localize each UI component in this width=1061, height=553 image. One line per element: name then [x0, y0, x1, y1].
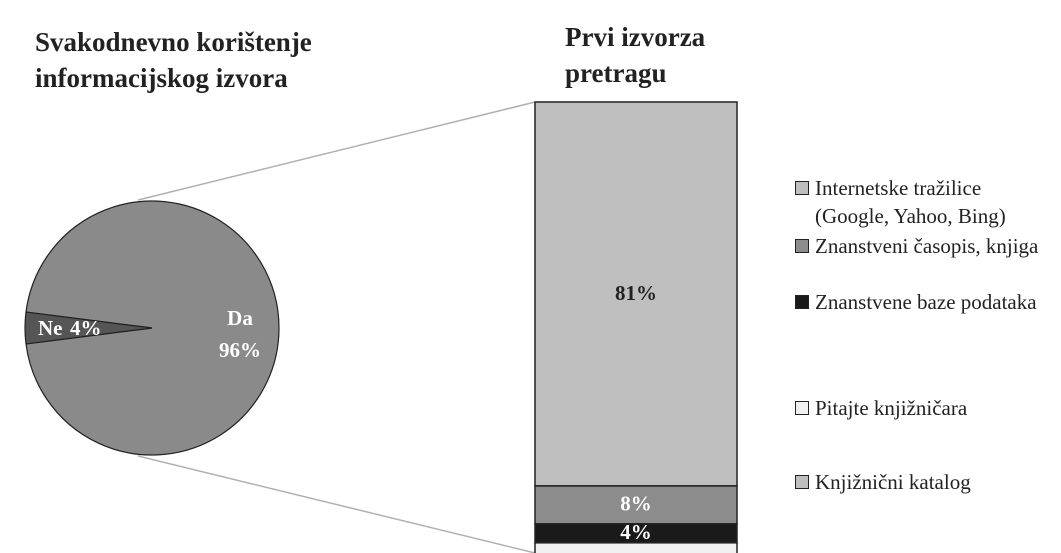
connector-line: [137, 455, 536, 553]
chart-title: Prvi izvorza: [565, 22, 706, 52]
slice-label: Da: [227, 306, 253, 330]
legend-swatch: [795, 401, 809, 415]
bar-segment: [534, 101, 738, 487]
legend-item: Znanstveni časopis, knjiga: [795, 232, 1045, 260]
pie-slice: [24, 311, 153, 345]
legend-label: Pitajte knjižničara: [815, 396, 968, 420]
slice-value-label: 4%: [70, 316, 102, 340]
legend-label: Internetske tražilice (Google, Yahoo, Bi…: [815, 176, 1006, 228]
bar-segment: [534, 485, 738, 525]
legend-item: Znanstvene baze podataka: [795, 288, 1045, 316]
data-label: 81%: [615, 281, 657, 305]
chart-title: pretragu: [565, 58, 667, 88]
data-label: 4%: [620, 520, 652, 544]
connector-line: [137, 101, 536, 201]
legend-swatch: [795, 475, 809, 489]
bar-segment: [534, 542, 738, 553]
legend-swatch: [795, 181, 809, 195]
legend-label: Znanstveni časopis, knjiga: [815, 234, 1039, 258]
data-label: 8%: [620, 492, 652, 516]
legend-item: Pitajte knjižničara: [795, 394, 1045, 422]
legend-item: Internetske tražilice (Google, Yahoo, Bi…: [795, 174, 1045, 230]
legend-label: Knjižnični katalog: [815, 470, 971, 494]
chart-title: Svakodnevno korištenje: [35, 27, 312, 57]
chart-title: informacijskog izvora: [35, 63, 288, 93]
legend-label: Znanstvene baze podataka: [815, 290, 1037, 314]
slice-value-label: 96%: [219, 338, 261, 362]
legend-swatch: [795, 295, 809, 309]
legend-item: Knjižnični katalog: [795, 468, 1045, 496]
pie-slice: [25, 200, 280, 456]
slice-label: Ne: [38, 316, 63, 340]
legend-swatch: [795, 239, 809, 253]
